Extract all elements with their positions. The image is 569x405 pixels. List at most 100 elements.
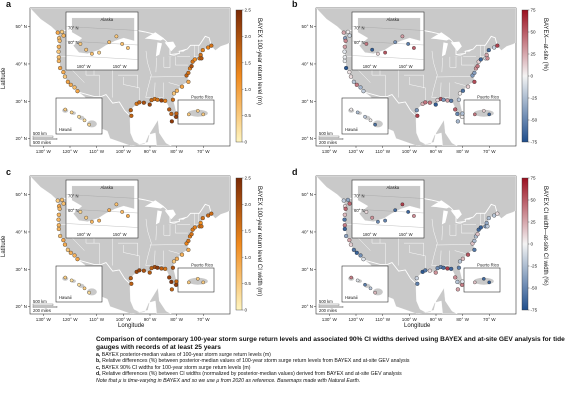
colorbar [235,177,243,311]
caption-item-d: d, Relative differences (%) between CI w… [96,371,402,378]
tide-gauge-marker [159,266,164,271]
tide-gauge-marker [61,201,66,206]
tide-gauge-marker [163,266,168,271]
lat-tick-label: 20° N [15,136,27,141]
tide-gauge-marker [62,242,68,247]
tide-gauge-marker [441,265,446,270]
tide-gauge-marker [107,208,112,213]
lat-tick-label: 40° N [301,230,313,235]
tide-gauge-marker [472,70,477,75]
tide-gauge-marker [61,33,66,38]
tide-gauge-marker [344,233,349,239]
tide-gauge-marker [97,218,101,223]
lon-tick-label: 120° W [348,317,364,322]
tide-gauge-marker [69,110,74,115]
svg-text:70° N: 70° N [354,193,365,198]
tide-gauge-marker [393,40,398,45]
tide-gauge-marker [174,111,179,116]
tide-gauge-marker [364,42,369,46]
tide-gauge-marker [342,49,347,54]
lon-tick-label: 90° W [144,149,157,154]
tide-gauge-marker [126,46,130,50]
tide-gauge-marker [441,97,446,102]
tide-gauge-marker [393,208,398,213]
tide-gauge-marker [427,100,432,105]
tide-gauge-marker [456,97,462,102]
colorbar-tick-label: 75 [531,176,537,181]
tide-gauge-marker [56,58,61,64]
tide-gauge-marker [174,279,179,284]
tide-gauge-marker [358,253,363,258]
tide-gauge-marker [155,265,160,270]
tide-gauge-marker [186,238,191,243]
puerto-rico-label: Puerto Rico [191,95,214,100]
tide-gauge-marker [141,268,146,273]
tide-gauge-marker [414,108,419,113]
lat-tick-label: 30° N [301,99,313,104]
tide-gauge-marker [342,212,347,217]
alaska-label: Alaska [101,17,114,22]
tide-gauge-marker [406,210,411,214]
tide-gauge-marker [189,232,194,237]
tide-gauge-marker [209,211,214,216]
tide-gauge-marker [368,118,373,123]
tide-gauge-marker [189,64,194,69]
colorbar-tick-label: 75 [531,8,537,13]
lat-tick-label: 30° N [15,267,27,272]
tide-gauge-marker [423,268,428,273]
tide-gauge-marker [345,197,351,202]
tide-gauge-marker [186,79,191,84]
tide-gauge-marker [68,250,73,255]
tide-gauge-marker [472,79,477,84]
tide-gauge-marker [179,84,185,89]
tide-gauge-marker [155,97,160,102]
tide-gauge-marker [383,218,387,223]
lon-tick-label: 90° W [430,149,443,154]
tide-gauge-marker [78,210,83,214]
tide-gauge-marker [72,253,77,258]
scalebar-km [318,135,340,138]
tide-gauge-marker [84,47,89,52]
tide-gauge-marker [65,247,70,252]
tide-gauge-marker [206,213,211,218]
tide-gauge-marker [460,256,466,261]
tide-gauge-marker [492,45,497,50]
tide-gauge-marker [364,210,369,214]
colorbar-tick-label: -75 [531,140,538,145]
colorbar-title: BAYEX 100-year return level CI width (m) [256,186,262,297]
scalebar-km-label: 500 km [33,299,47,304]
tide-gauge-marker [78,42,83,46]
map-svg: 20° N 30° N 40° N 50° N 130° W 120° W 110° W 10… [301,176,537,322]
tide-gauge-marker [482,277,486,281]
hawaii-label: Hawaii [345,295,358,300]
scalebar-km-label: 500 km [319,131,333,136]
y-axis-label: Latitude [1,235,7,257]
svg-text:70° N: 70° N [68,25,79,30]
tide-gauge-marker [433,270,438,275]
scalebar-km-label: 500 km [319,299,333,304]
tide-gauge-marker [348,74,354,79]
tide-gauge-marker [129,113,134,118]
lon-tick-label: 130° W [36,317,52,322]
tide-gauge-marker [445,98,450,103]
svg-text:150° W: 150° W [113,64,127,69]
tide-gauge-marker [97,50,101,55]
panel-label: c [6,167,12,177]
tide-gauge-marker [342,44,347,49]
tide-gauge-marker [199,224,204,229]
tide-gauge-marker [90,219,94,224]
tide-gauge-marker [414,276,419,281]
tide-gauge-marker [82,286,87,291]
lat-tick-label: 20° N [301,304,313,309]
tide-gauge-marker [460,279,465,284]
tide-gauge-marker [363,114,367,119]
scalebar-mi [318,138,344,140]
tide-gauge-marker [169,111,174,116]
tide-gauge-marker [475,64,480,69]
lon-tick-label: 90° W [430,317,443,322]
caption-note: Note that μ is time-varying in BAYEX and… [96,377,361,384]
svg-text:150° W: 150° W [399,64,413,69]
tide-gauge-marker [200,216,205,221]
lon-tick-label: 110° W [375,317,390,322]
puerto-rico-label: Puerto Rico [477,263,500,268]
